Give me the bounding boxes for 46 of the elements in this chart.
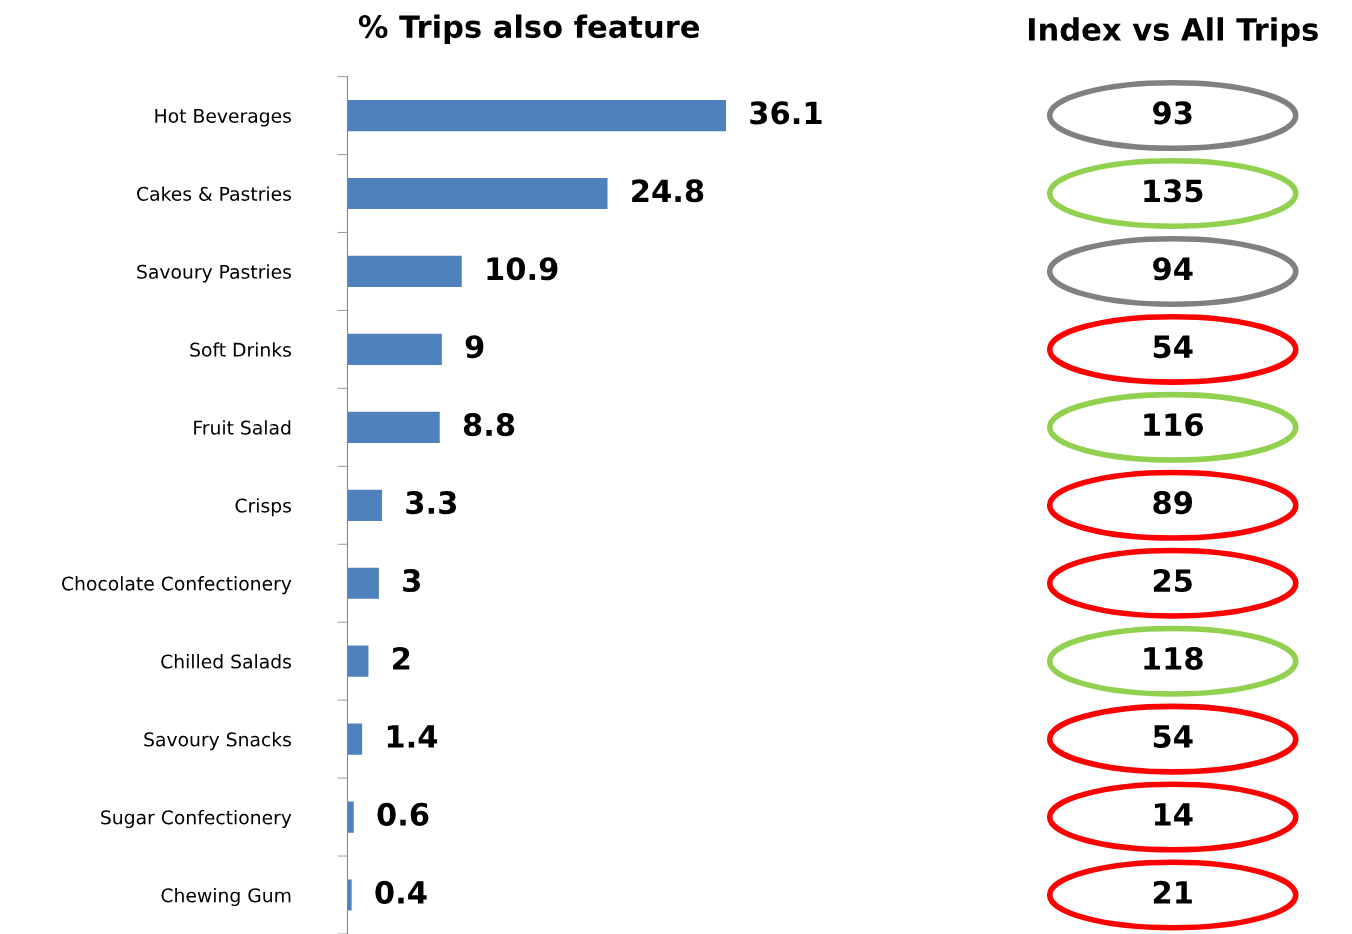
bar <box>347 99 727 132</box>
bar <box>347 801 354 833</box>
data-label: 9 <box>465 335 484 359</box>
data-label: 0.4 <box>375 880 427 904</box>
y-tick-label: Chewing Gum <box>161 887 291 907</box>
y-tick-label: Savoury Pastries <box>137 264 291 283</box>
y-tick-label: Sugar Confectionery <box>101 809 292 829</box>
data-label: 54 <box>1153 725 1193 748</box>
text: Index vs All Trips <box>1028 17 1318 47</box>
bar <box>347 411 440 443</box>
y-tick-label: Fruit Salad <box>194 420 291 435</box>
data-label: 3 <box>403 568 420 593</box>
y-tick-label: Soft Drinks <box>190 342 291 357</box>
data-label: 3.3 <box>406 491 456 515</box>
bar <box>347 489 383 521</box>
y-tick-label: Cakes & Pastries <box>137 186 291 201</box>
data-label: 118 <box>1144 646 1203 671</box>
data-label: 93 <box>1153 101 1192 125</box>
y-tick-label: Savoury Snacks <box>144 732 291 751</box>
bar <box>347 723 363 755</box>
data-label: 21 <box>1153 880 1192 904</box>
bar <box>347 645 369 677</box>
data-label: 24.8 <box>632 179 704 203</box>
data-label: 0.6 <box>377 802 429 826</box>
data-label: 89 <box>1153 491 1193 515</box>
data-label: 36.1 <box>750 101 822 125</box>
data-label: 14 <box>1154 803 1193 826</box>
bar <box>347 255 462 288</box>
data-label: 2 <box>393 646 410 670</box>
data-label: 116 <box>1144 413 1203 437</box>
data-label: 94 <box>1153 257 1193 281</box>
data-label: 10.9 <box>487 257 558 281</box>
data-label: 54 <box>1153 335 1193 359</box>
chart-title: % Trips also feature <box>358 14 700 45</box>
bar <box>347 879 352 911</box>
data-label: 135 <box>1144 179 1203 203</box>
data-label: 1.4 <box>387 725 438 748</box>
y-tick-label: Chilled Salads <box>161 654 291 669</box>
data-label: 8.8 <box>463 413 515 437</box>
y-tick-label: Chocolate Confectionery <box>62 576 292 595</box>
data-label: 25 <box>1153 568 1192 593</box>
y-tick-label: Crisps <box>235 498 291 517</box>
y-tick-label: Hot Beverages <box>155 109 291 127</box>
bar <box>347 177 608 210</box>
bar <box>347 567 379 599</box>
bar <box>347 333 442 365</box>
